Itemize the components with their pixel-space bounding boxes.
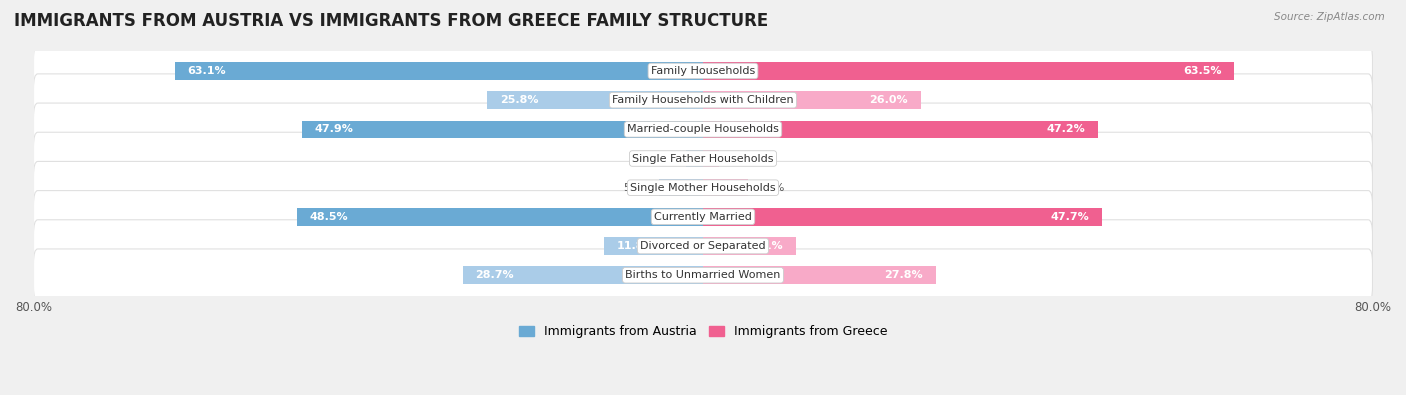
Bar — [302, 120, 703, 138]
Text: Divorced or Separated: Divorced or Separated — [640, 241, 766, 251]
Text: 48.5%: 48.5% — [309, 212, 349, 222]
Bar — [486, 91, 703, 109]
Text: Family Households with Children: Family Households with Children — [612, 95, 794, 105]
Text: Single Father Households: Single Father Households — [633, 154, 773, 164]
Text: 25.8%: 25.8% — [499, 95, 538, 105]
Text: Currently Married: Currently Married — [654, 212, 752, 222]
Text: 27.8%: 27.8% — [884, 270, 924, 280]
Text: 1.9%: 1.9% — [727, 154, 755, 164]
Text: 11.1%: 11.1% — [745, 241, 783, 251]
FancyBboxPatch shape — [34, 45, 1372, 97]
Text: 5.4%: 5.4% — [756, 182, 785, 193]
Bar — [463, 267, 703, 284]
Text: Family Households: Family Households — [651, 66, 755, 76]
FancyBboxPatch shape — [34, 74, 1372, 126]
FancyBboxPatch shape — [34, 191, 1372, 243]
Text: 63.5%: 63.5% — [1184, 66, 1222, 76]
Text: 2.0%: 2.0% — [650, 154, 678, 164]
Bar — [605, 237, 703, 255]
Bar — [703, 62, 1234, 80]
Bar — [703, 91, 921, 109]
Bar — [659, 179, 703, 196]
Text: 63.1%: 63.1% — [187, 66, 226, 76]
Bar — [297, 208, 703, 226]
Bar — [686, 150, 703, 167]
Text: 11.8%: 11.8% — [617, 241, 655, 251]
Text: Source: ZipAtlas.com: Source: ZipAtlas.com — [1274, 12, 1385, 22]
Text: Births to Unmarried Women: Births to Unmarried Women — [626, 270, 780, 280]
Bar — [703, 150, 718, 167]
FancyBboxPatch shape — [34, 220, 1372, 272]
Bar — [703, 179, 748, 196]
Text: 47.2%: 47.2% — [1046, 124, 1085, 134]
FancyBboxPatch shape — [34, 249, 1372, 301]
Text: Married-couple Households: Married-couple Households — [627, 124, 779, 134]
Bar — [703, 267, 935, 284]
FancyBboxPatch shape — [34, 103, 1372, 156]
Text: 28.7%: 28.7% — [475, 270, 515, 280]
Bar — [703, 120, 1098, 138]
FancyBboxPatch shape — [34, 132, 1372, 185]
Text: 26.0%: 26.0% — [869, 95, 908, 105]
Legend: Immigrants from Austria, Immigrants from Greece: Immigrants from Austria, Immigrants from… — [513, 320, 893, 343]
Text: 5.2%: 5.2% — [623, 182, 651, 193]
Bar — [174, 62, 703, 80]
Text: 47.9%: 47.9% — [315, 124, 353, 134]
Text: IMMIGRANTS FROM AUSTRIA VS IMMIGRANTS FROM GREECE FAMILY STRUCTURE: IMMIGRANTS FROM AUSTRIA VS IMMIGRANTS FR… — [14, 12, 768, 30]
Bar — [703, 208, 1102, 226]
FancyBboxPatch shape — [34, 162, 1372, 214]
Text: 47.7%: 47.7% — [1050, 212, 1090, 222]
Text: Single Mother Households: Single Mother Households — [630, 182, 776, 193]
Bar — [703, 237, 796, 255]
